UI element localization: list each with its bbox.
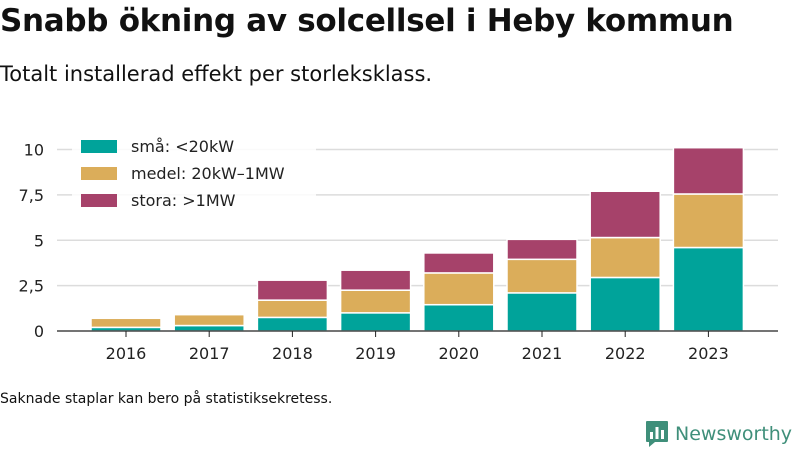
- x-tick-label: 2016: [106, 344, 147, 363]
- chart-title: Snabb ökning av solcellsel i Heby kommun: [0, 3, 734, 39]
- chart-subtitle: Totalt installerad effekt per storlekskl…: [0, 62, 433, 86]
- bar-segment: [589, 276, 661, 332]
- legend-swatch: [81, 194, 117, 207]
- bar-segment: [423, 272, 495, 306]
- legend-label: små: <20kW: [131, 137, 234, 156]
- x-tick-label: 2019: [355, 344, 396, 363]
- bar-segment: [672, 146, 745, 195]
- bar-segment: [506, 238, 578, 261]
- legend-swatch: [81, 167, 117, 180]
- bar-segment: [672, 246, 745, 332]
- y-tick-label: 2,5: [19, 277, 44, 296]
- legend-swatch: [81, 140, 117, 153]
- newsworthy-logo-icon: [646, 421, 668, 447]
- bar-segment: [256, 316, 329, 332]
- bar-segment: [506, 258, 578, 294]
- x-tick-label: 2021: [522, 344, 563, 363]
- bar-segment: [256, 299, 329, 319]
- bar-segment: [589, 190, 661, 239]
- bar-segment: [339, 289, 412, 314]
- y-tick-label: 0: [34, 322, 44, 341]
- bar-segment: [90, 317, 162, 329]
- axes: 0 2,5 5 7,5 10 2016 2017 2018 2019 2020 2021 2022 20…: [19, 141, 778, 363]
- bar-segment: [589, 236, 661, 279]
- x-tick-label: 2018: [272, 344, 313, 363]
- y-tick-label: 10: [24, 141, 44, 160]
- y-tick-label: 5: [34, 231, 44, 250]
- bar-segment: [339, 312, 412, 332]
- newsworthy-brand: Newsworthy: [645, 419, 792, 449]
- x-tick-label: 2022: [605, 344, 646, 363]
- x-tick-label: 2020: [438, 344, 479, 363]
- bar-segment: [423, 252, 495, 274]
- x-tick-label: 2017: [189, 344, 230, 363]
- bar-segment: [423, 303, 495, 332]
- bar-segment: [672, 193, 745, 249]
- bar-segment: [173, 324, 245, 332]
- y-tick-label: 7,5: [19, 186, 44, 205]
- x-tick-label: 2023: [688, 344, 729, 363]
- bar-segment: [339, 269, 412, 291]
- legend: små: <20kW medel: 20kW–1MW stora: >1MW: [72, 126, 316, 210]
- legend-label: medel: 20kW–1MW: [131, 164, 285, 183]
- legend-label: stora: >1MW: [131, 191, 236, 210]
- footnote: Saknade staplar kan bero på statistiksek…: [0, 391, 333, 407]
- bar-segment: [173, 313, 245, 327]
- bar-segment: [506, 292, 578, 332]
- bars: [90, 146, 745, 332]
- brand-name: Newsworthy: [675, 423, 793, 445]
- bar-segment: [256, 279, 329, 301]
